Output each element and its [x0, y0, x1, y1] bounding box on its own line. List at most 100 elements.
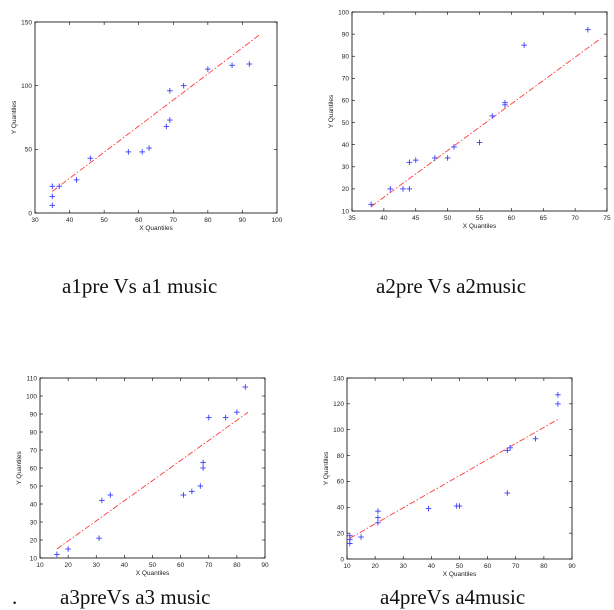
data-point: [200, 459, 206, 466]
qq-plot-a3: 10 20 30 40 50 60 70 80 90 10 20 30 40 50 60 70 80 90 100 1…: [16, 375, 269, 577]
x-tick-label: 30: [93, 562, 101, 569]
data-point: [502, 99, 508, 106]
x-tick-label: 60: [484, 563, 492, 570]
y-tick-label: 30: [342, 164, 350, 171]
x-tick-label: 30: [31, 217, 39, 224]
y-tick-label: 70: [30, 447, 38, 454]
data-point: [180, 492, 187, 498]
data-point: [54, 551, 60, 558]
chart-panel-1: 30 40 50 60 70 80 90 100 0 50 100 150 X Quantiles Y Q…: [0, 0, 300, 240]
x-tick-label: 35: [348, 215, 356, 222]
x-tick-label: 70: [170, 217, 178, 224]
data-point: [555, 392, 561, 398]
x-tick-label: 65: [540, 215, 548, 222]
x-tick-label: 80: [540, 563, 548, 570]
data-point: [205, 414, 212, 421]
x-tick-label: 90: [239, 217, 247, 224]
caption-a1: a1pre Vs a1 music: [62, 274, 218, 298]
x-tick-label: 40: [66, 217, 74, 224]
x-tick-label: 40: [428, 563, 436, 570]
data-point: [73, 177, 80, 183]
data-point: [180, 82, 187, 89]
data-point: [375, 508, 381, 514]
caption-a3: a3preVs a3 music: [60, 585, 211, 609]
reference-line: [370, 38, 601, 207]
data-point: [242, 384, 249, 390]
data-point: [139, 149, 145, 155]
x-tick-label: 100: [272, 217, 283, 224]
qq-plot-a1: 30 40 50 60 70 80 90 100 0 50 100 150 X Quantiles Y Q…: [11, 19, 283, 232]
chart-panel-4: 10 20 30 40 50 60 70 80 90 0 20 40 60 80 100 120 140 X Qu…: [307, 360, 607, 600]
y-axis-label: Y Quantiles: [11, 100, 18, 134]
x-axis-label: X Quantiles: [136, 570, 170, 577]
y-tick-label: 80: [30, 429, 38, 436]
y-tick-label: 80: [337, 453, 345, 460]
data-point: [406, 186, 413, 192]
data-point: [49, 183, 56, 190]
y-tick-label: 40: [30, 501, 38, 508]
data-point: [358, 534, 364, 540]
x-tick-label: 60: [135, 217, 143, 224]
reference-line: [349, 418, 559, 539]
x-tick-label: 90: [568, 563, 576, 570]
x-tick-label: 40: [380, 215, 388, 222]
y-tick-label: 20: [342, 186, 350, 193]
data-point: [65, 546, 71, 552]
y-tick-label: 100: [333, 427, 344, 434]
data-point: [200, 465, 206, 471]
x-tick-label: 50: [101, 217, 109, 224]
x-axis-label: X Quantiles: [443, 571, 477, 578]
data-point: [246, 61, 253, 67]
data-point: [444, 155, 451, 161]
plot-frame: [34, 21, 278, 214]
y-tick-label: 50: [30, 483, 38, 490]
chart-panel-3: 10 20 30 40 50 60 70 80 90 10 20 30 40 50 60 70 80 90 100 1…: [0, 360, 300, 600]
x-tick-label: 30: [400, 563, 408, 570]
y-tick-label: 0: [340, 556, 344, 563]
data-point: [99, 497, 105, 504]
x-tick-label: 10: [36, 562, 44, 569]
data-point: [229, 62, 235, 69]
data-point: [49, 193, 56, 200]
data-point: [375, 520, 381, 526]
caption-bullet: .: [12, 585, 18, 609]
data-point: [489, 113, 496, 119]
y-tick-label: 80: [342, 54, 350, 61]
data-point: [412, 157, 419, 163]
x-tick-label: 60: [508, 215, 516, 222]
data-point: [456, 503, 463, 509]
x-tick-label: 80: [204, 217, 212, 224]
y-tick-label: 100: [26, 393, 37, 400]
data-point: [375, 514, 381, 521]
data-point: [49, 202, 56, 209]
data-point: [163, 123, 170, 130]
y-tick-label: 30: [30, 519, 38, 526]
data-point: [125, 149, 132, 155]
y-tick-label: 20: [30, 537, 38, 544]
data-point: [167, 117, 173, 123]
reference-line: [52, 34, 260, 192]
data-point: [189, 488, 195, 495]
plot-frame: [351, 11, 608, 212]
y-tick-label: 0: [28, 210, 32, 217]
x-tick-label: 10: [343, 563, 351, 570]
y-tick-label: 50: [342, 120, 350, 127]
y-tick-label: 100: [21, 83, 32, 90]
data-point: [387, 186, 394, 192]
qq-plot-a4: 10 20 30 40 50 60 70 80 90 0 20 40 60 80 100 120 140 X Qu…: [323, 375, 576, 578]
x-tick-label: 70: [572, 215, 580, 222]
data-point: [368, 201, 374, 208]
data-point: [555, 401, 561, 407]
x-tick-label: 50: [149, 562, 157, 569]
y-axis-label: Y Quantiles: [328, 94, 335, 128]
data-point: [56, 183, 62, 190]
y-tick-label: 120: [333, 401, 344, 408]
y-tick-label: 60: [337, 479, 345, 486]
plot-frame: [346, 377, 573, 560]
y-tick-label: 100: [338, 9, 349, 16]
x-tick-label: 70: [512, 563, 520, 570]
y-tick-label: 60: [30, 465, 38, 472]
qq-plot-a2: 35 40 45 50 55 60 65 70 75 10 20 30 40 50 60 70 80 90 100 X…: [328, 9, 611, 230]
y-axis-label: Y Quantiles: [323, 451, 330, 485]
x-tick-label: 50: [456, 563, 464, 570]
